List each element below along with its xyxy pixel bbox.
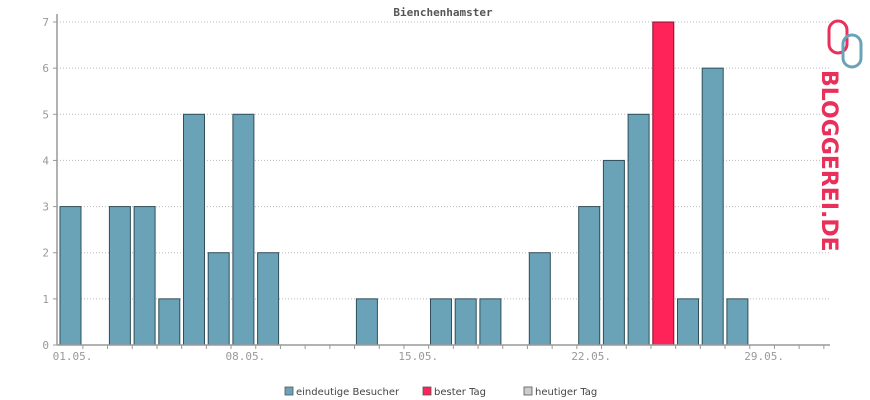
bar bbox=[158, 298, 181, 346]
logo-bubble-red bbox=[827, 19, 849, 55]
bar bbox=[479, 298, 502, 346]
y-tick-label: 6 bbox=[42, 62, 49, 75]
legend-swatch bbox=[523, 386, 533, 396]
bar bbox=[133, 206, 156, 346]
legend-label: heutiger Tag bbox=[535, 387, 597, 398]
bars bbox=[59, 21, 749, 346]
y-tick-label: 0 bbox=[42, 339, 49, 352]
bar bbox=[257, 252, 280, 346]
bar-best-day bbox=[652, 21, 675, 346]
x-tick-label: 01.05. bbox=[53, 350, 93, 363]
y-tick-label: 2 bbox=[42, 247, 49, 260]
bar bbox=[59, 206, 82, 346]
bar bbox=[677, 298, 699, 346]
x-tick-label: 15.05. bbox=[398, 350, 438, 363]
bar bbox=[355, 298, 378, 346]
y-tick-label: 1 bbox=[42, 293, 49, 306]
logo-text: BLOGGEREI.DE bbox=[816, 70, 841, 252]
bar bbox=[232, 113, 255, 346]
y-tick-label: 3 bbox=[42, 201, 49, 214]
bloggerei-logo: BLOGGEREI.DE bbox=[816, 19, 863, 252]
legend-label: eindeutige Besucher bbox=[296, 387, 400, 398]
legend-label: bester Tag bbox=[434, 387, 486, 398]
y-tick-label: 7 bbox=[42, 16, 49, 29]
bar bbox=[108, 206, 131, 346]
bar bbox=[454, 298, 477, 346]
x-axis-ticks: 01.05. 08.05. 15.05. 22.05. 29.05. bbox=[53, 345, 825, 363]
bar bbox=[602, 159, 625, 346]
chart-title: Bienchenhamster bbox=[393, 6, 493, 19]
legend-swatch bbox=[422, 386, 432, 396]
bar bbox=[578, 206, 601, 346]
bar bbox=[726, 298, 749, 346]
bar bbox=[627, 113, 650, 346]
logo-bubble-blue bbox=[841, 33, 863, 69]
y-tick-label: 5 bbox=[42, 108, 49, 121]
axes bbox=[56, 14, 830, 346]
bar bbox=[183, 113, 205, 346]
y-axis-ticks: 0 1 2 3 4 5 6 7 bbox=[42, 16, 57, 352]
bar bbox=[528, 252, 551, 346]
bar bbox=[430, 298, 452, 346]
bar bbox=[701, 67, 724, 346]
bar bbox=[207, 252, 230, 346]
x-tick-label: 08.05. bbox=[226, 350, 266, 363]
x-tick-label: 22.05. bbox=[571, 350, 611, 363]
x-tick-label: 29.05. bbox=[744, 350, 784, 363]
y-tick-label: 4 bbox=[42, 154, 49, 167]
legend-swatch bbox=[284, 386, 294, 396]
legend: eindeutige Besucher bester Tag heutiger Ta… bbox=[284, 386, 597, 398]
